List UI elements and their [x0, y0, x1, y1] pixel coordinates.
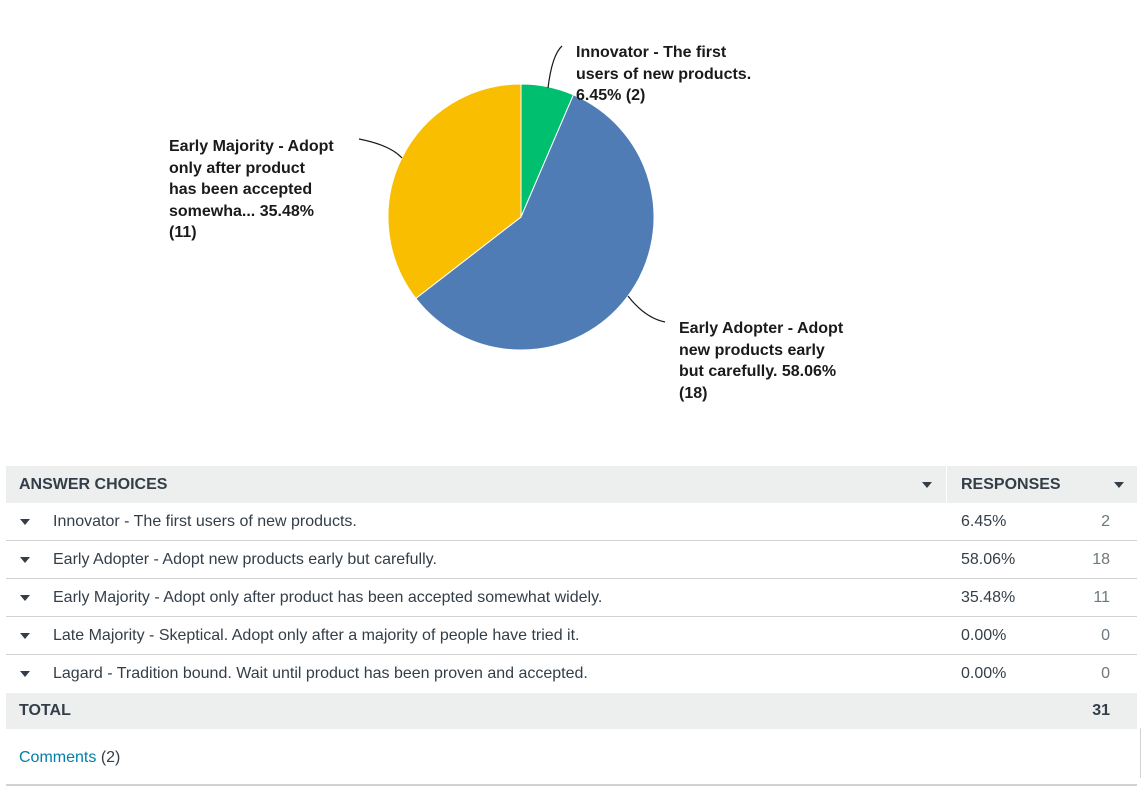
pie-label-line: (11): [169, 224, 197, 241]
expand-row-icon[interactable]: [20, 617, 30, 654]
pie-leader-line: [358, 138, 403, 159]
comments-count: (2): [100, 749, 121, 766]
caret-down-icon: [20, 518, 30, 525]
pie-label-line: users of new products.: [576, 65, 752, 83]
header-divider: [946, 466, 947, 503]
pie-slice-early-majority: [387, 83, 522, 300]
answer-choices-table: ANSWER CHOICES RESPONSES Innovator - The…: [6, 466, 1137, 729]
row-percent: 6.45%: [961, 512, 1007, 530]
caret-down-icon: [922, 481, 932, 488]
table-header-row: ANSWER CHOICES RESPONSES: [6, 466, 1137, 503]
caret-down-icon: [20, 556, 30, 563]
responses-header[interactable]: RESPONSES: [961, 466, 1061, 503]
row-label: Early Adopter - Adopt new products early…: [53, 550, 437, 568]
pie-label-early-majority: Early Majority - Adopt only after produc…: [169, 136, 334, 244]
total-label: TOTAL: [19, 693, 71, 729]
caret-down-icon: [1114, 481, 1124, 488]
bottom-divider: [6, 784, 1137, 786]
responses-header-label: RESPONSES: [961, 475, 1061, 493]
row-percent: 0.00%: [961, 665, 1007, 682]
pie-label-line: Early Adopter - Adopt: [679, 320, 844, 337]
pie-label-line: (18): [679, 384, 708, 402]
scrollbar[interactable]: [1140, 728, 1146, 778]
pie-chart: [358, 45, 666, 351]
sort-choices-icon[interactable]: [922, 466, 932, 503]
row-percent: 58.06%: [961, 550, 1016, 568]
total-count: 31: [1092, 702, 1110, 719]
pie-label-line: new products early: [679, 341, 825, 359]
pie-label-line: Innovator - The first: [576, 44, 727, 61]
row-count: 11: [1093, 588, 1110, 606]
pie-label-line: somewha... 35.48%: [169, 202, 314, 220]
row-percent: 35.48%: [961, 588, 1016, 606]
pie-label-line: Early Majority - Adopt: [169, 138, 334, 155]
expand-row-icon[interactable]: [20, 541, 30, 578]
row-label: Early Majority - Adopt only after produc…: [53, 588, 603, 606]
pie-label-innovator: Innovator - The first users of new produ…: [576, 42, 751, 107]
row-label: Innovator - The first users of new produ…: [53, 512, 357, 530]
pie-label-line: but carefully. 58.06%: [679, 363, 837, 380]
expand-row-icon[interactable]: [20, 655, 30, 693]
comments-link[interactable]: Comments: [19, 749, 97, 766]
caret-down-icon: [20, 594, 30, 601]
caret-down-icon: [20, 632, 30, 639]
pie-leader-line: [627, 295, 666, 323]
answer-choices-header[interactable]: ANSWER CHOICES: [19, 466, 167, 503]
pie-label-line: has been accepted: [169, 181, 313, 198]
pie-label-line: 6.45% (2): [576, 87, 646, 104]
row-percent: 0.00%: [961, 626, 1007, 644]
pie-slice-early-adopter: [415, 94, 655, 351]
total-row: TOTAL 31: [6, 693, 1137, 729]
pie-leader-line: [547, 45, 563, 89]
total-label-text: TOTAL: [19, 702, 71, 719]
caret-down-icon: [20, 671, 30, 677]
row-count: 0: [1101, 626, 1110, 644]
expand-row-icon[interactable]: [20, 579, 30, 616]
expand-row-icon[interactable]: [20, 503, 30, 540]
table-row: Late Majority - Skeptical. Adopt only af…: [6, 617, 1137, 655]
answer-choices-header-label: ANSWER CHOICES: [19, 475, 168, 493]
row-count: 0: [1101, 665, 1110, 682]
row-count: 18: [1092, 550, 1110, 568]
table-row: Lagard - Tradition bound. Wait until pro…: [6, 655, 1137, 693]
table-row: Early Majority - Adopt only after produc…: [6, 579, 1137, 617]
table-row: Innovator - The first users of new produ…: [6, 503, 1137, 541]
pie-label-early-adopter: Early Adopter - Adopt new products early…: [679, 318, 843, 404]
row-label: Lagard - Tradition bound. Wait until pro…: [53, 665, 588, 682]
table-row: Early Adopter - Adopt new products early…: [6, 541, 1137, 579]
row-count: 2: [1101, 512, 1110, 530]
sort-responses-icon[interactable]: [1114, 466, 1124, 503]
row-label: Late Majority - Skeptical. Adopt only af…: [53, 626, 580, 644]
comments: Comments (2): [19, 749, 120, 767]
pie-label-line: only after product: [169, 159, 306, 177]
